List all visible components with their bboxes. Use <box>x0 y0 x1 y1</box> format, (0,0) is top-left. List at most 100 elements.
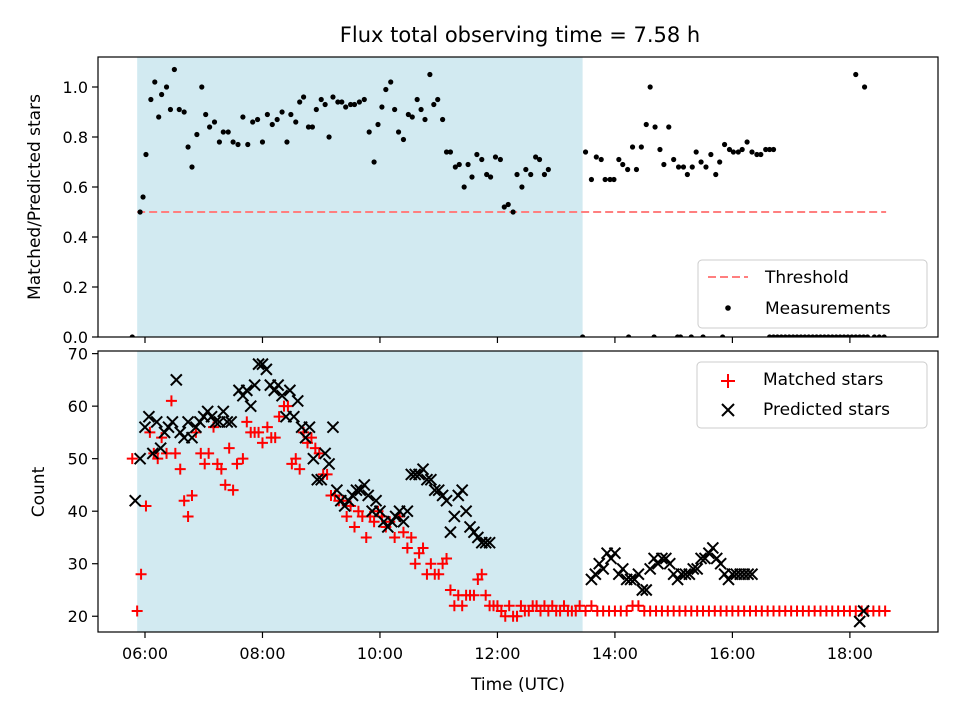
predicted-star-point <box>244 399 257 413</box>
predicted-star-point <box>455 483 469 497</box>
predicted-star-point <box>240 384 254 397</box>
count-y-axis-label: Count <box>29 466 49 517</box>
predicted-star-point <box>358 478 371 492</box>
measurement-point <box>680 164 687 170</box>
measurement-point <box>167 106 174 113</box>
measurement-point <box>739 146 745 153</box>
measurement-point <box>339 99 345 105</box>
ratio-legend: Threshold Measurements <box>697 259 928 329</box>
measurement-point <box>829 334 835 337</box>
predicted-star-point <box>271 378 285 392</box>
y-tick-label: 60 <box>68 397 88 416</box>
measurement-point <box>392 106 398 113</box>
y-tick-label: 1.0 <box>63 78 88 97</box>
measurement-point <box>288 111 294 118</box>
measurement-point <box>871 334 877 337</box>
y-tick-label: 20 <box>68 607 88 626</box>
measurement-points <box>129 66 887 337</box>
measurement-point <box>545 166 551 173</box>
measurement-point <box>465 161 471 168</box>
measurement-point <box>647 84 653 90</box>
predicted-star-point <box>299 431 312 444</box>
measurement-point <box>447 149 454 155</box>
measurement-point <box>602 176 608 183</box>
predicted-star-point <box>287 410 301 423</box>
matched-star-point <box>261 421 273 433</box>
measurement-point <box>379 104 385 110</box>
measurement-point <box>497 156 503 163</box>
measurement-point <box>853 334 859 337</box>
measurement-point <box>274 116 280 123</box>
predicted-star-point <box>142 410 156 423</box>
x-tick-label: 16:00 <box>709 644 755 663</box>
predicted-star-point <box>307 452 320 465</box>
measurement-point <box>845 334 851 337</box>
predicted-star-point <box>362 489 375 502</box>
predicted-star-point <box>166 415 179 429</box>
measurement-point <box>684 171 690 178</box>
matched-star-point <box>444 584 456 596</box>
matched-star-point <box>199 458 211 470</box>
predicted-star-point <box>596 562 610 576</box>
measurement-point <box>156 114 162 120</box>
predicted-star-point <box>133 452 147 465</box>
legend-matched-label: Matched stars <box>763 370 883 390</box>
measurement-point <box>361 96 367 103</box>
matched-star-point <box>441 552 453 564</box>
predicted-star-point <box>154 441 167 455</box>
predicted-star-point <box>694 552 708 565</box>
predicted-star-point <box>146 447 160 460</box>
measurement-point <box>279 109 285 115</box>
measurement-point <box>452 164 458 170</box>
measurement-point <box>857 334 863 337</box>
matched-star-point <box>349 521 361 533</box>
legend-box <box>696 361 928 429</box>
measurement-point <box>675 164 682 170</box>
measurement-point <box>435 96 441 103</box>
measurement-point <box>152 79 158 85</box>
y-tick-label: 0.2 <box>63 278 88 297</box>
measurement-point <box>625 166 631 173</box>
predicted-star-point <box>275 389 289 402</box>
measurement-point <box>744 139 750 145</box>
measurement-point <box>371 159 377 165</box>
measurement-point <box>418 106 424 113</box>
measurement-point <box>250 119 256 125</box>
x-tick-label: 18:00 <box>827 644 873 663</box>
predicted-star-point <box>643 562 657 576</box>
count-panel: 20 30 40 50 60 70 06:00 08:00 10:00 12:00 14:00 16… <box>29 345 939 695</box>
measurement-point <box>211 119 218 125</box>
measurement-point <box>786 334 792 337</box>
legend-predicted-label: Predicted stars <box>763 400 890 420</box>
measurement-point <box>821 334 828 337</box>
matched-star-point <box>203 447 215 459</box>
measurement-point <box>638 144 644 150</box>
measurement-point <box>297 99 303 105</box>
measurement-point <box>841 334 847 337</box>
legend-box <box>697 259 928 329</box>
measurement-point <box>698 159 704 165</box>
x-tick-label: 12:00 <box>474 644 520 663</box>
matched-star-point <box>409 558 421 570</box>
matched-star-point <box>405 531 417 543</box>
count-legend: Matched stars Predicted stars <box>696 361 928 429</box>
measurement-point <box>143 151 149 158</box>
measurement-point <box>689 164 695 170</box>
predicted-star-point <box>248 378 261 392</box>
measurement-point <box>474 151 480 158</box>
measurement-point <box>366 129 372 135</box>
measurement-point <box>881 334 887 337</box>
x-tick-label: 14:00 <box>592 644 638 663</box>
measurement-point <box>440 116 446 123</box>
legend-matched-swatch <box>721 374 735 388</box>
predicted-star-point <box>150 415 163 429</box>
matched-star-point <box>282 400 294 412</box>
predicted-star-point <box>687 562 700 576</box>
predicted-star-point <box>291 394 304 408</box>
predicted-star-point <box>745 568 759 581</box>
measurement-point <box>688 334 694 337</box>
matched-star-point <box>174 463 186 475</box>
measurement-point <box>652 124 658 130</box>
measurement-point <box>593 154 599 160</box>
